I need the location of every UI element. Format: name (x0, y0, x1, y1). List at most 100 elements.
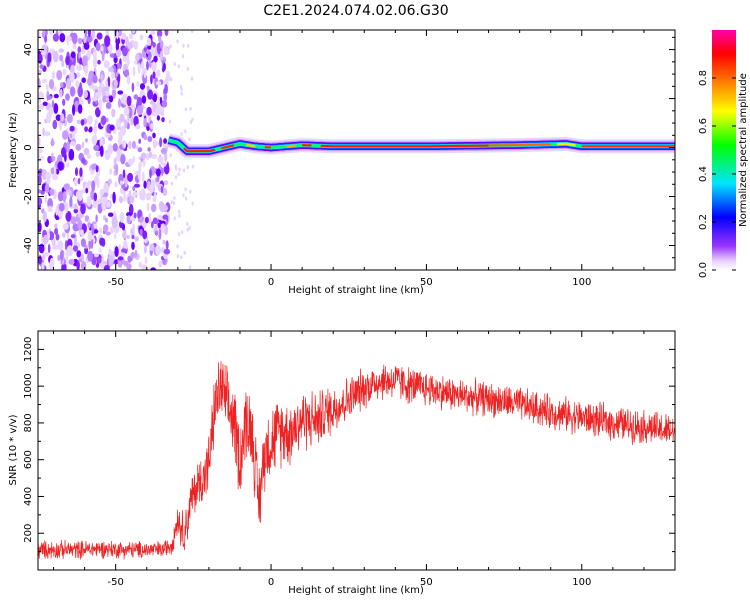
noise-speck (59, 250, 64, 261)
noise-speck (62, 191, 67, 203)
noise-speck (41, 208, 45, 214)
noise-speck (154, 230, 159, 236)
spectrogram-xlabel: Height of straight line (km) (288, 285, 424, 296)
noise-speck (100, 115, 107, 126)
noise-speck (78, 97, 82, 103)
noise-speck (103, 60, 110, 69)
noise-speck (136, 105, 143, 116)
noise-speck (55, 114, 62, 121)
noise-speck (184, 129, 187, 134)
figure-title: C2E1.2024.074.02.06.G30 (263, 3, 448, 19)
noise-speck (95, 165, 99, 173)
noise-speck (39, 64, 44, 69)
noise-speck (84, 63, 88, 76)
noise-speck (65, 93, 70, 101)
spectrogram-noise (38, 30, 195, 270)
noise-speck (161, 106, 164, 115)
noise-speck (93, 192, 98, 202)
noise-speck (149, 100, 155, 105)
noise-speck (115, 36, 121, 46)
noise-speck (104, 35, 111, 47)
noise-speck (49, 257, 55, 270)
noise-speck (114, 246, 119, 258)
noise-speck (68, 259, 75, 265)
noise-speck (38, 148, 44, 154)
noise-speck (62, 223, 69, 230)
noise-speck (150, 122, 154, 130)
noise-speck (170, 181, 174, 186)
noise-speck (66, 162, 70, 168)
noise-speck (149, 243, 155, 252)
y-tick-label: 0 (23, 144, 34, 150)
noise-speck (70, 64, 75, 75)
noise-speck (166, 70, 171, 80)
noise-speck (163, 93, 168, 102)
noise-speck (156, 115, 160, 121)
carrier-core (246, 143, 256, 148)
noise-speck (161, 66, 165, 73)
noise-speck (87, 49, 91, 58)
noise-speck (179, 84, 183, 89)
noise-speck (109, 124, 115, 131)
noise-speck (186, 66, 189, 71)
noise-speck (87, 231, 93, 242)
noise-speck (38, 255, 42, 265)
noise-speck (130, 251, 136, 259)
noise-speck (146, 85, 150, 92)
y-tick-label: 200 (23, 524, 34, 543)
noise-speck (41, 155, 44, 161)
noise-speck (128, 190, 132, 196)
noise-speck (59, 88, 63, 98)
noise-speck (77, 46, 82, 53)
noise-speck (44, 183, 50, 194)
noise-speck (180, 91, 183, 96)
noise-speck (134, 249, 138, 258)
noise-speck (152, 217, 158, 225)
noise-speck (61, 59, 65, 68)
noise-speck (42, 127, 45, 137)
noise-speck (145, 192, 152, 200)
noise-speck (69, 86, 76, 97)
noise-speck (59, 54, 64, 62)
noise-speck (38, 155, 42, 162)
noise-speck (53, 166, 57, 177)
noise-speck (176, 254, 180, 259)
noise-speck (98, 98, 102, 111)
noise-speck (63, 183, 70, 191)
noise-speck (182, 43, 185, 48)
noise-speck (42, 78, 48, 84)
noise-speck (117, 256, 124, 261)
noise-speck (114, 233, 117, 240)
noise-speck (127, 114, 130, 123)
noise-speck (48, 107, 54, 116)
noise-speck (148, 151, 153, 159)
noise-speck (141, 95, 147, 104)
noise-speck (76, 72, 81, 78)
noise-speck (51, 100, 55, 108)
noise-speck (42, 101, 48, 107)
noise-speck (77, 85, 83, 98)
noise-speck (138, 261, 142, 268)
noise-speck (46, 178, 51, 185)
noise-speck (132, 223, 136, 234)
noise-speck (86, 180, 93, 186)
noise-speck (152, 61, 157, 71)
noise-speck (112, 143, 118, 152)
noise-speck (136, 96, 143, 108)
noise-speck (69, 196, 73, 208)
noise-speck (70, 51, 76, 59)
noise-speck (107, 178, 112, 185)
noise-speck (38, 69, 42, 75)
noise-speck (164, 30, 169, 37)
noise-speck (93, 223, 98, 229)
noise-speck (66, 34, 70, 46)
noise-speck (95, 151, 101, 157)
noise-speck (61, 147, 66, 158)
noise-speck (86, 153, 91, 160)
noise-speck (103, 182, 110, 195)
noise-speck (170, 77, 173, 82)
noise-speck (121, 184, 126, 189)
noise-speck (97, 59, 101, 65)
noise-speck (56, 70, 63, 81)
noise-speck (163, 45, 169, 56)
